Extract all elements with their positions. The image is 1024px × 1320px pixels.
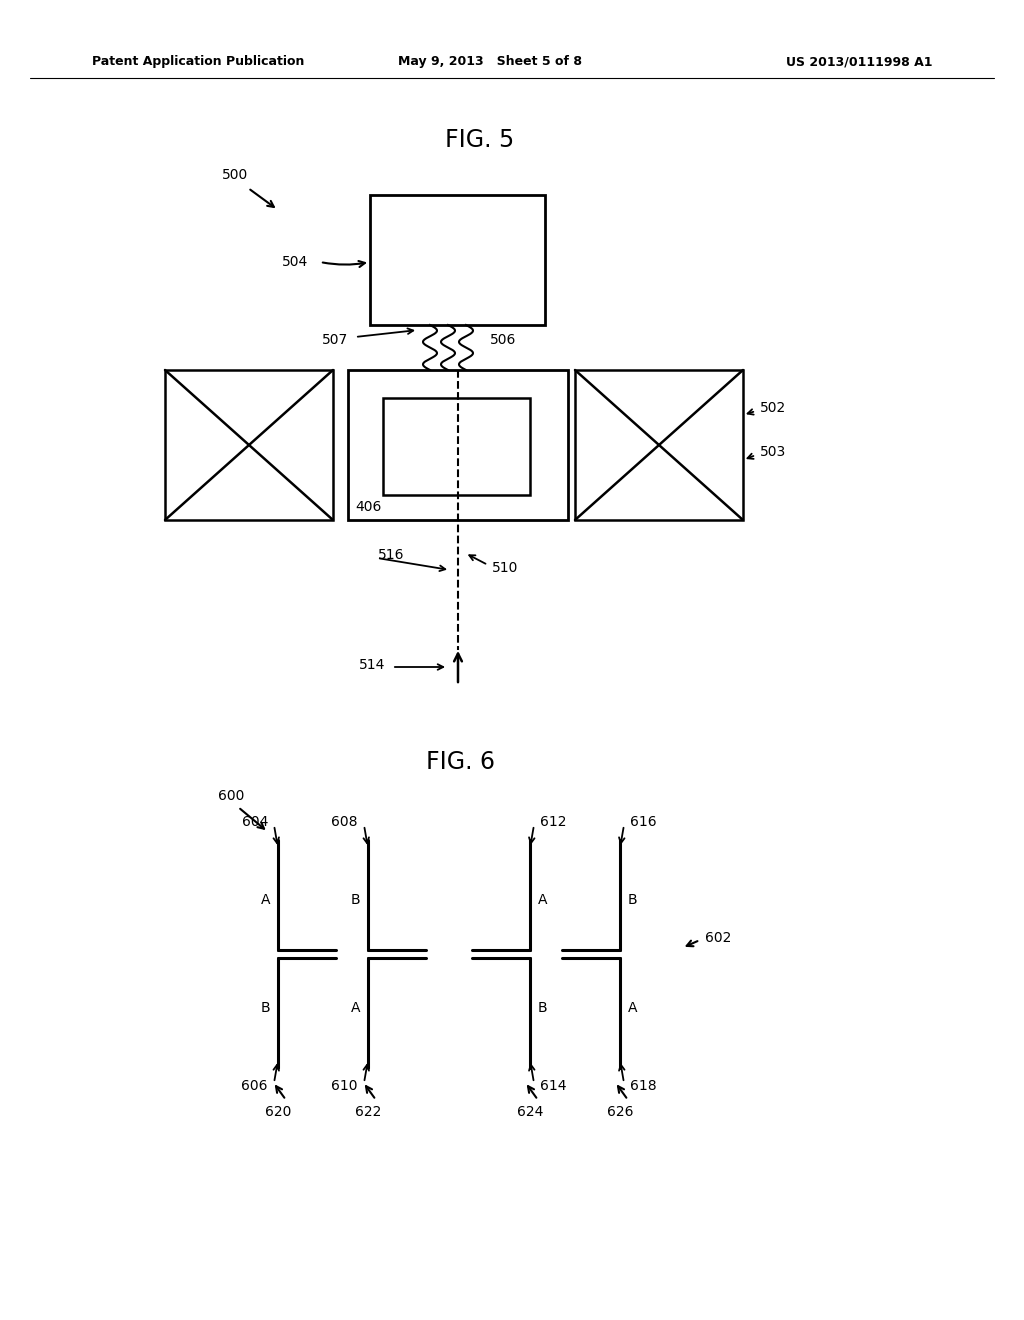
Text: 616: 616 bbox=[630, 814, 656, 829]
Text: 506: 506 bbox=[490, 333, 516, 347]
Text: 502: 502 bbox=[760, 401, 786, 414]
Text: Patent Application Publication: Patent Application Publication bbox=[92, 55, 304, 69]
Text: B: B bbox=[350, 894, 360, 907]
Text: US 2013/0111998 A1: US 2013/0111998 A1 bbox=[785, 55, 932, 69]
Text: 614: 614 bbox=[540, 1078, 566, 1093]
Text: 500: 500 bbox=[222, 168, 248, 182]
Text: 618: 618 bbox=[630, 1078, 656, 1093]
Text: May 9, 2013   Sheet 5 of 8: May 9, 2013 Sheet 5 of 8 bbox=[398, 55, 582, 69]
Text: 514: 514 bbox=[358, 657, 385, 672]
Text: 604: 604 bbox=[242, 814, 268, 829]
Bar bbox=[165, 370, 333, 520]
Text: 610: 610 bbox=[332, 1078, 358, 1093]
Bar bbox=[370, 195, 545, 325]
Text: B: B bbox=[628, 894, 638, 907]
Text: 503: 503 bbox=[760, 445, 786, 459]
Text: 626: 626 bbox=[607, 1105, 633, 1119]
Text: 516: 516 bbox=[378, 548, 404, 562]
Bar bbox=[348, 370, 568, 520]
Text: 504: 504 bbox=[282, 255, 308, 269]
Text: 622: 622 bbox=[354, 1105, 381, 1119]
Text: 507: 507 bbox=[322, 333, 348, 347]
Text: B: B bbox=[538, 1001, 548, 1015]
Text: 624: 624 bbox=[517, 1105, 543, 1119]
Text: 406: 406 bbox=[355, 500, 381, 513]
Text: A: A bbox=[260, 894, 270, 907]
Text: FIG. 6: FIG. 6 bbox=[426, 750, 495, 774]
Text: 620: 620 bbox=[265, 1105, 291, 1119]
Text: B: B bbox=[260, 1001, 270, 1015]
Text: 606: 606 bbox=[242, 1078, 268, 1093]
Text: 600: 600 bbox=[218, 789, 245, 803]
Text: A: A bbox=[628, 1001, 638, 1015]
Text: 612: 612 bbox=[540, 814, 566, 829]
Text: FIG. 5: FIG. 5 bbox=[445, 128, 515, 152]
Text: 510: 510 bbox=[492, 561, 518, 576]
Text: A: A bbox=[538, 894, 548, 907]
Bar bbox=[575, 370, 743, 520]
Text: 608: 608 bbox=[332, 814, 358, 829]
Text: A: A bbox=[350, 1001, 360, 1015]
Text: 602: 602 bbox=[705, 931, 731, 945]
Bar bbox=[383, 399, 530, 495]
